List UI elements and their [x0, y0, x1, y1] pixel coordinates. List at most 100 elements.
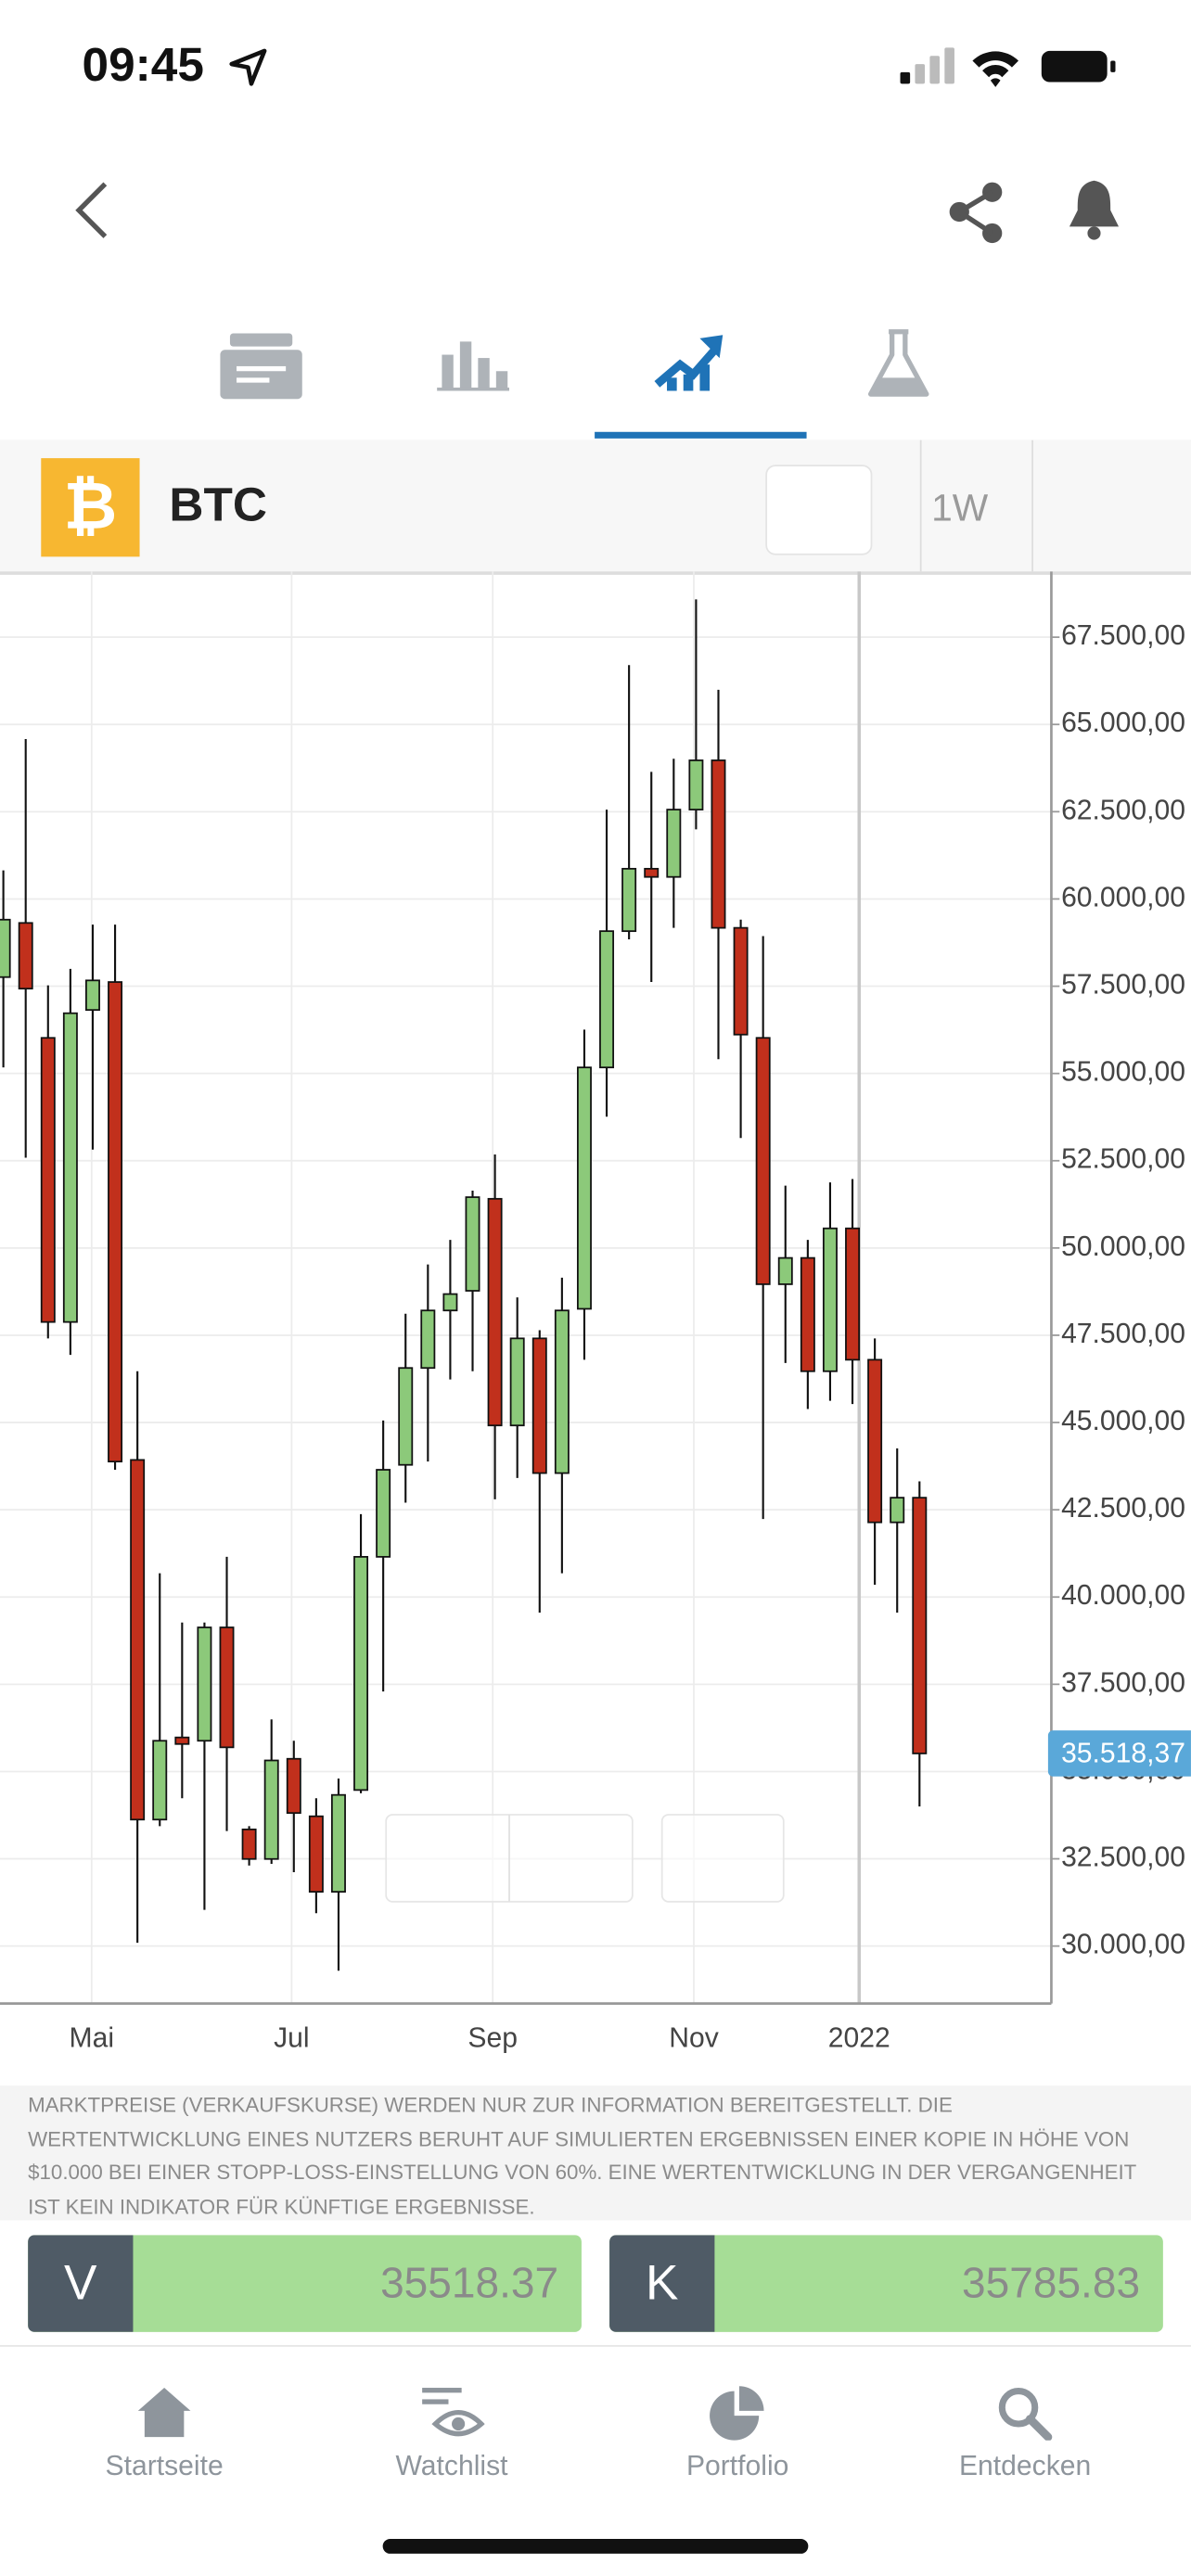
x-tick-label: Sep — [467, 2023, 518, 2054]
candle-body — [822, 1227, 838, 1372]
candle-body — [621, 867, 637, 933]
y-tick-label: 32.500,00 — [1061, 1843, 1185, 1873]
instrument-symbol: BTC — [169, 479, 267, 532]
candle-body — [688, 759, 704, 810]
candle-body — [197, 1626, 212, 1742]
candle-body — [353, 1556, 369, 1792]
sell-label: V — [28, 2235, 134, 2332]
disclaimer: MARKTPREISE (VERKAUFSKURSE) WERDEN NUR Z… — [0, 2085, 1191, 2221]
nav-home[interactable]: Startseite — [49, 2384, 279, 2482]
y-tick-label: 55.000,00 — [1061, 1057, 1185, 1088]
tab-research[interactable] — [865, 328, 931, 401]
candle-body — [755, 1037, 771, 1285]
nav-portfolio[interactable]: Portfolio — [622, 2384, 852, 2482]
candle-body — [666, 809, 682, 878]
candle-body — [219, 1626, 235, 1749]
interval-selector[interactable]: 1W — [931, 486, 989, 529]
last-price-label: 35.518,37 — [1061, 1739, 1185, 1769]
tab-news[interactable] — [220, 333, 302, 400]
last-price-badge — [1047, 1730, 1191, 1777]
back-button[interactable] — [66, 177, 115, 243]
axes: 67.500,00 65.000,00 62.500,00 60.000,00 57.5… — [0, 571, 1191, 2054]
candle-body — [800, 1256, 815, 1372]
sell-button[interactable]: V 35518.37 — [28, 2235, 582, 2332]
candle-body — [711, 759, 726, 929]
candle-body — [241, 1828, 257, 1860]
candle-body — [890, 1497, 905, 1524]
candle-body — [531, 1337, 547, 1474]
y-tick-label: 40.000,00 — [1061, 1580, 1185, 1611]
candle-body — [442, 1293, 458, 1312]
y-tick-label: 62.500,00 — [1061, 795, 1185, 825]
candle-body — [554, 1309, 570, 1474]
buy-price: 35785.83 — [962, 2258, 1141, 2308]
x-tick-label: Jul — [274, 2023, 309, 2054]
y-tick-label: 65.000,00 — [1061, 708, 1185, 738]
separator — [1031, 440, 1033, 572]
status-icons — [900, 47, 1116, 87]
y-tick-label: 50.000,00 — [1061, 1231, 1185, 1262]
y-tick-label: 57.500,00 — [1061, 970, 1185, 1001]
candle-body — [108, 981, 123, 1463]
candle-body — [509, 1337, 525, 1427]
tab-chart[interactable] — [654, 332, 726, 391]
candle-body — [174, 1736, 190, 1745]
location-icon — [229, 48, 267, 86]
y-tick-label: 67.500,00 — [1061, 620, 1185, 651]
status-time: 09:45 — [82, 39, 204, 93]
candle-body — [376, 1469, 391, 1558]
y-tick-label: 45.000,00 — [1061, 1406, 1185, 1436]
separator — [919, 440, 922, 572]
y-tick-label: 37.500,00 — [1061, 1667, 1185, 1698]
candle-body — [62, 1012, 78, 1323]
x-tick-label: 2022 — [828, 2023, 890, 2054]
y-tick-label: 52.500,00 — [1061, 1144, 1185, 1175]
candle-body — [576, 1066, 592, 1310]
y-tick-label: 30.000,00 — [1061, 1930, 1185, 1960]
candle-body — [398, 1367, 414, 1466]
candle-body — [130, 1459, 146, 1821]
candle-body — [0, 918, 11, 978]
candle-body — [420, 1309, 436, 1370]
svg-text:₿: ₿ — [64, 469, 118, 542]
nav-label: Portfolio — [685, 2450, 789, 2481]
candle-body — [308, 1815, 324, 1894]
sell-price: 35518.37 — [380, 2258, 559, 2308]
active-tab-indicator — [595, 431, 807, 439]
candle-body — [263, 1759, 279, 1860]
candle-body — [487, 1197, 503, 1427]
candle-body — [733, 926, 749, 1036]
y-tick-label: 60.000,00 — [1061, 882, 1185, 912]
x-tick-label: Nov — [669, 2023, 719, 2054]
nav-watchlist[interactable]: Watchlist — [337, 2384, 567, 2482]
candle-body — [152, 1740, 168, 1821]
alert-button[interactable] — [1065, 177, 1124, 243]
candle-body — [912, 1497, 928, 1754]
home-indicator — [382, 2538, 809, 2554]
candle-body — [40, 1037, 56, 1323]
candles — [0, 599, 928, 1971]
candle-body — [867, 1358, 883, 1524]
x-tick-label: Mai — [70, 2023, 115, 2054]
candle-body — [644, 867, 660, 878]
tab-stats[interactable] — [437, 335, 510, 391]
chart-type-selector[interactable] — [765, 465, 873, 555]
candle-body — [85, 979, 100, 1012]
candle-body — [845, 1227, 861, 1361]
candle-body — [18, 922, 33, 990]
tab-bar — [0, 296, 1191, 442]
candle-body — [465, 1196, 480, 1292]
bottom-nav — [0, 2344, 1191, 2575]
nav-discover[interactable]: Entdecken — [910, 2384, 1140, 2482]
candle-body — [330, 1793, 346, 1894]
candle-body — [777, 1256, 793, 1285]
buy-button[interactable]: K 35785.83 — [609, 2235, 1163, 2332]
nav-label: Entdecken — [958, 2450, 1092, 2481]
share-button[interactable] — [946, 181, 1005, 247]
reset-control[interactable] — [660, 1814, 785, 1903]
y-tick-label: 47.500,00 — [1061, 1319, 1185, 1349]
candlestick-chart: 67.500,00 65.000,00 62.500,00 60.000,00 57.5… — [0, 571, 1191, 2054]
btc-logo: ₿ — [41, 458, 140, 557]
